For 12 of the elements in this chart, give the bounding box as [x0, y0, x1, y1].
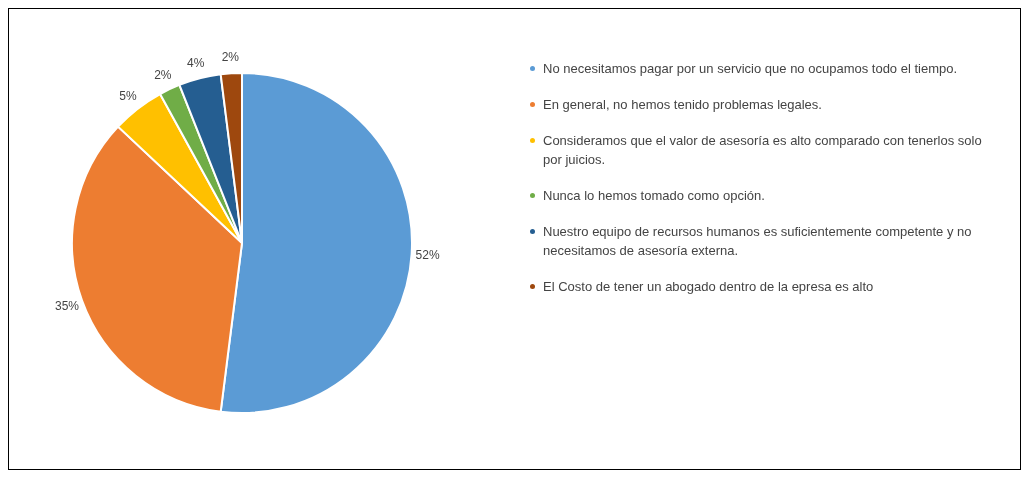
legend-label: No necesitamos pagar por un servicio que no ocupamos todo el tiempo. [543, 60, 958, 78]
data-label: 35% [54, 299, 80, 314]
data-label: 52% [415, 247, 440, 262]
legend-label: Consideramos que el valor de asesoría es alto comparado con tenerlos solo por juicios. [543, 132, 983, 169]
data-label: 5% [119, 89, 137, 104]
data-label: 2% [154, 67, 172, 82]
legend-label: Nunca lo hemos tomado como opción. [543, 187, 765, 205]
legend-label: El Costo de tener un abogado dentro de la epresa es alto [543, 278, 874, 296]
data-label: 2% [221, 50, 240, 65]
legend-label: Nuestro equipo de recursos humanos es suficientemente competente y no necesitamos de asesoría externa. [543, 223, 973, 260]
data-label: 4% [187, 55, 205, 70]
legend-label: En general, no hemos tenido problemas legales. [543, 96, 822, 114]
